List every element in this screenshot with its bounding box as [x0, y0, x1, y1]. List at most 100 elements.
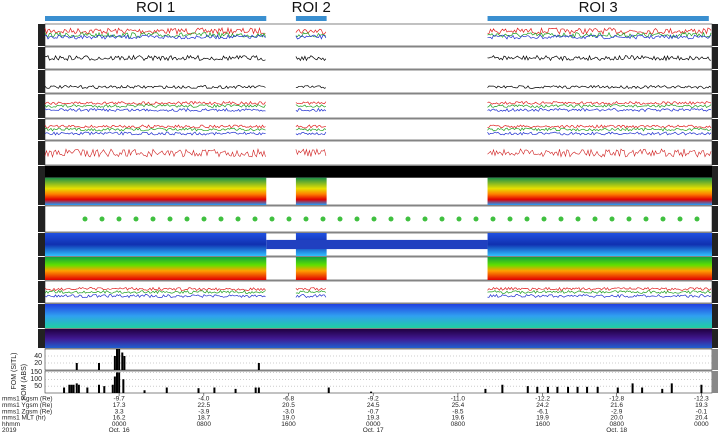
trace [487, 31, 712, 39]
bar [115, 372, 118, 393]
trace [487, 108, 712, 113]
cell: -2.9 [611, 408, 623, 415]
right-axis [712, 141, 718, 165]
roi-bar [45, 16, 267, 21]
left-axis [38, 70, 45, 93]
dot [235, 216, 241, 222]
trace [44, 294, 266, 299]
trace [487, 84, 712, 89]
fom-sitl-label: FOM (SITL) [11, 353, 18, 390]
spec [487, 257, 712, 280]
right-axis [712, 166, 718, 205]
roi-label: ROI 1 [136, 0, 175, 16]
roi-label: ROI 2 [292, 0, 331, 16]
trace [487, 124, 712, 129]
dot [116, 216, 122, 222]
dot [320, 216, 326, 222]
dot [456, 216, 462, 222]
bar [97, 363, 100, 370]
bar [123, 356, 126, 370]
cell: 0000 [694, 421, 709, 428]
cell: -0.7 [368, 408, 380, 415]
bar [118, 349, 121, 370]
y-tick-label: 150 [30, 369, 42, 376]
bar [526, 386, 529, 393]
cell: 20.0 [610, 415, 623, 422]
dot [507, 216, 513, 222]
right-axis [712, 47, 718, 69]
bar [115, 349, 118, 370]
right-axis [712, 349, 718, 370]
bar [121, 352, 124, 370]
row-label: hhmm [2, 421, 20, 428]
roi-bar [487, 16, 709, 21]
cell: 0800 [451, 421, 466, 428]
panel-frame [44, 23, 713, 47]
bar [536, 386, 539, 393]
dot [626, 216, 632, 222]
trace [487, 286, 712, 292]
trace [295, 28, 327, 35]
trace [44, 148, 266, 159]
trace [487, 104, 712, 108]
cell: 3.3 [115, 408, 124, 415]
cell: -3.9 [198, 408, 210, 415]
dot [405, 216, 411, 222]
bar [111, 384, 114, 393]
cell: Oct. 17 [363, 427, 384, 434]
trace [295, 131, 327, 136]
bar [576, 386, 579, 393]
spec [487, 233, 712, 256]
cell: -9.7 [114, 396, 126, 403]
bar [661, 388, 664, 393]
left-axis [38, 206, 45, 232]
spec-top [45, 166, 712, 178]
dot [286, 216, 292, 222]
spec-gap [266, 239, 488, 250]
dot [354, 216, 360, 222]
cell: 24.5 [367, 402, 380, 409]
trace [44, 34, 266, 40]
right-axis [712, 24, 718, 46]
right-axis [712, 257, 718, 280]
bar [501, 384, 504, 393]
dot [167, 216, 173, 222]
panel-frame [44, 93, 713, 119]
left-axis [38, 47, 45, 69]
dot [592, 216, 598, 222]
dot [694, 216, 700, 222]
panel-frame [44, 205, 713, 233]
dot [133, 216, 139, 222]
bar [103, 386, 106, 393]
dot [490, 216, 496, 222]
bar [113, 376, 116, 393]
bar [596, 386, 599, 393]
bar [327, 387, 330, 393]
trace [44, 124, 266, 129]
right-axis [712, 94, 718, 118]
y-tick-label: 100 [30, 376, 42, 383]
bar [254, 387, 257, 393]
trace [295, 124, 326, 129]
trace [487, 54, 712, 62]
left-axis [38, 166, 45, 205]
spec [45, 177, 267, 205]
left-axis [38, 94, 45, 118]
spec [45, 329, 712, 348]
bar [122, 379, 125, 393]
right-axis [712, 281, 718, 303]
dot [575, 216, 581, 222]
cell: -9.2 [368, 396, 380, 403]
left-axis [38, 141, 45, 165]
dot [558, 216, 564, 222]
trace [295, 293, 327, 298]
right-axis [712, 329, 718, 348]
dot [99, 216, 105, 222]
bar [670, 383, 673, 393]
dot [609, 216, 615, 222]
bar [641, 387, 644, 393]
left-axis [38, 119, 45, 140]
bar [165, 387, 168, 393]
y-tick-label: 40 [34, 353, 42, 360]
